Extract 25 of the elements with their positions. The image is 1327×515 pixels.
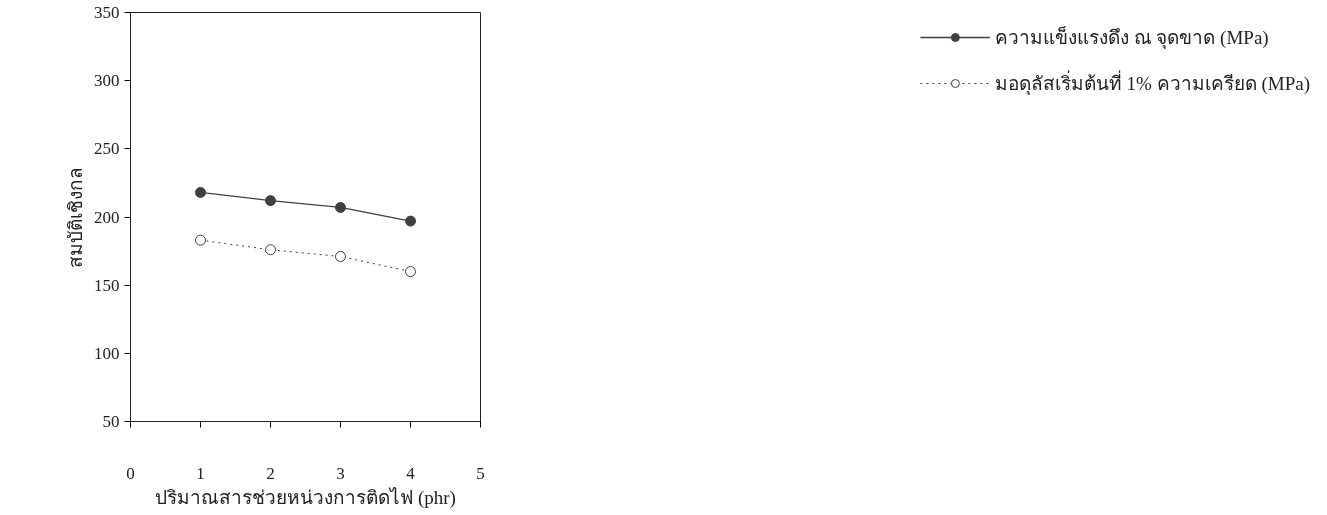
point [335,201,346,213]
y-axis-title: สมบัติเชิงกล [65,166,86,268]
y-tick-label: 350 [94,3,120,22]
x-tick-label: 2 [266,463,275,483]
point [335,251,346,263]
x-tick-label: 0 [126,463,135,483]
point [265,244,276,256]
legend-label: มอดุลัสเริ่มต้นที่ 1% ความเครียด (MPa) [994,69,1310,97]
y-tick-label: 50 [102,412,120,431]
x-tick-label: 5 [476,463,485,483]
point [195,186,206,198]
y-tick-label: 200 [94,207,120,227]
point [265,195,276,207]
x-tick-label: 3 [336,463,345,483]
y-tick-label: 150 [94,275,120,295]
x-tick-label: 4 [406,463,416,483]
x-tick-label: 1 [196,463,205,483]
point [405,266,416,278]
point [405,215,416,227]
y-tick-label: 300 [94,71,120,91]
legend-label: ความแข็งแรงดึง ณ จุดขาด (MPa) [994,25,1269,51]
y-tick-label: 100 [94,343,120,363]
y-tick-label: 250 [94,139,120,159]
point [195,234,206,246]
x-axis-title: ปริมาณสารช่วยหน่วงการติดไฟ (phr) [155,486,456,509]
